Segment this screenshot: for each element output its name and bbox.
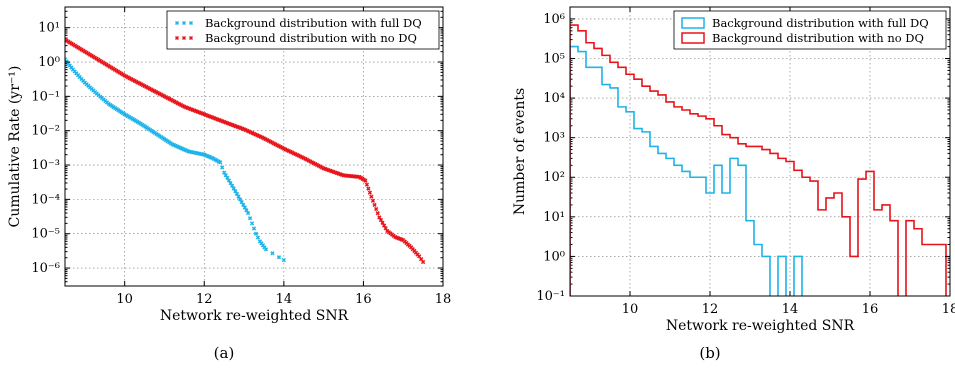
data-point <box>420 259 426 265</box>
legend-swatch <box>681 32 705 44</box>
legend-box <box>166 10 440 50</box>
y-tick-label: 10⁴ <box>543 91 565 106</box>
x-tick-label: 14 <box>782 302 799 317</box>
legend-marker <box>181 35 187 41</box>
data-point <box>244 208 249 213</box>
y-axis-label: Cumulative Rate (yr⁻¹) <box>7 66 23 228</box>
y-tick-label: 10¹ <box>38 21 60 36</box>
legend-label: Background distribution with full DQ <box>205 16 422 30</box>
x-axis-label: Network re-weighted SNR <box>666 318 855 334</box>
data-point <box>249 221 255 226</box>
plot-frame <box>64 6 444 287</box>
data-point <box>369 194 374 199</box>
data-point <box>378 217 384 223</box>
data-point <box>229 183 235 188</box>
data-point <box>380 220 385 225</box>
x-tick-label: 10 <box>116 292 133 307</box>
legend-swatch <box>681 17 705 29</box>
x-tick-label: 10 <box>622 302 639 317</box>
panel-label: (b) <box>699 344 720 362</box>
plot-area <box>65 37 426 265</box>
legend-marker <box>188 35 194 41</box>
y-tick-label: 10⁻⁵ <box>31 227 60 242</box>
y-axis-label: Number of events <box>512 88 528 215</box>
y-tick-label: 10⁻¹ <box>536 289 565 304</box>
series-full-dq-histogram <box>570 45 803 296</box>
y-tick-label: 10⁻⁶ <box>31 261 60 276</box>
data-point <box>218 160 223 165</box>
data-point <box>276 255 282 260</box>
data-point <box>372 202 377 208</box>
legend: Background distribution with full DQBack… <box>166 10 440 50</box>
x-tick-label: 16 <box>355 292 372 307</box>
data-point <box>253 231 259 236</box>
data-point <box>247 216 253 221</box>
data-point <box>234 191 240 197</box>
y-tick-label: 10³ <box>543 131 565 146</box>
data-point <box>367 190 373 195</box>
data-point <box>363 178 368 183</box>
data-point <box>383 226 388 231</box>
y-tick-label: 10² <box>543 170 565 185</box>
data-point <box>374 206 379 212</box>
data-point <box>281 258 286 263</box>
y-tick-label: 10⁻⁴ <box>31 192 60 207</box>
series-full-dq-markers <box>65 57 286 263</box>
data-point <box>220 165 225 170</box>
legend-marker <box>174 35 180 41</box>
data-point <box>375 211 380 216</box>
data-point <box>377 215 382 220</box>
data-point <box>370 198 376 203</box>
legend-label: Background distribution with full DQ <box>712 16 929 30</box>
series-no-dq-histogram <box>570 24 947 296</box>
data-point <box>237 197 243 202</box>
legend-label: Background distribution with no DQ <box>712 31 924 45</box>
y-tick-label: 10⁻² <box>31 124 60 139</box>
legend-marker <box>188 20 194 26</box>
y-tick-label: 10⁶ <box>543 12 565 27</box>
data-point <box>242 205 247 210</box>
panel-a-cumulative-rate: 10 12 14 16 18 10⁻⁶ 10⁻⁵ 10⁻⁴ 10⁻³ 10⁻² 10⁻¹ 10⁰ 10¹… <box>7 6 452 362</box>
data-point <box>364 182 370 187</box>
data-point <box>239 199 244 205</box>
plot-frame <box>569 6 951 297</box>
x-tick-label: 12 <box>702 302 719 317</box>
y-tick-label: 10⁵ <box>543 51 565 66</box>
x-tick-label: 12 <box>196 292 213 307</box>
y-tick-label: 10⁻¹ <box>31 89 60 104</box>
x-axis-label: Network re-weighted SNR <box>160 308 349 324</box>
panel-b-number-of-events: 10 12 14 16 18 10⁻¹ 10⁰ 10¹ 10² 10³ 10⁴ 10⁵ 10⁶ Netwo… <box>512 6 955 362</box>
y-tick-label: 10⁻³ <box>31 158 60 173</box>
data-point <box>381 223 387 228</box>
y-tick-label: 10⁰ <box>543 249 565 264</box>
data-point <box>236 194 241 199</box>
panel-label: (a) <box>214 344 235 362</box>
legend-label: Background distribution with no DQ <box>205 31 417 45</box>
legend-box <box>673 10 947 50</box>
x-tick-label: 18 <box>942 302 955 317</box>
legend-marker <box>181 20 187 26</box>
x-tick-label: 14 <box>276 292 293 307</box>
legend: Background distribution with full DQBack… <box>673 10 947 50</box>
plot-area <box>570 24 947 296</box>
legend-marker <box>174 20 180 26</box>
x-tick-label: 18 <box>435 292 452 307</box>
series-no-dq-markers <box>65 37 426 265</box>
data-point <box>270 251 275 256</box>
data-point <box>241 202 246 207</box>
data-point <box>231 186 236 191</box>
data-point <box>255 235 261 240</box>
y-tick-label: 10¹ <box>543 210 565 225</box>
x-tick-label: 16 <box>862 302 879 317</box>
data-point <box>245 210 251 216</box>
data-point <box>251 226 257 231</box>
y-tick-label: 10⁰ <box>38 55 60 70</box>
data-point <box>233 189 238 194</box>
data-point <box>263 247 269 252</box>
data-point <box>366 186 371 191</box>
